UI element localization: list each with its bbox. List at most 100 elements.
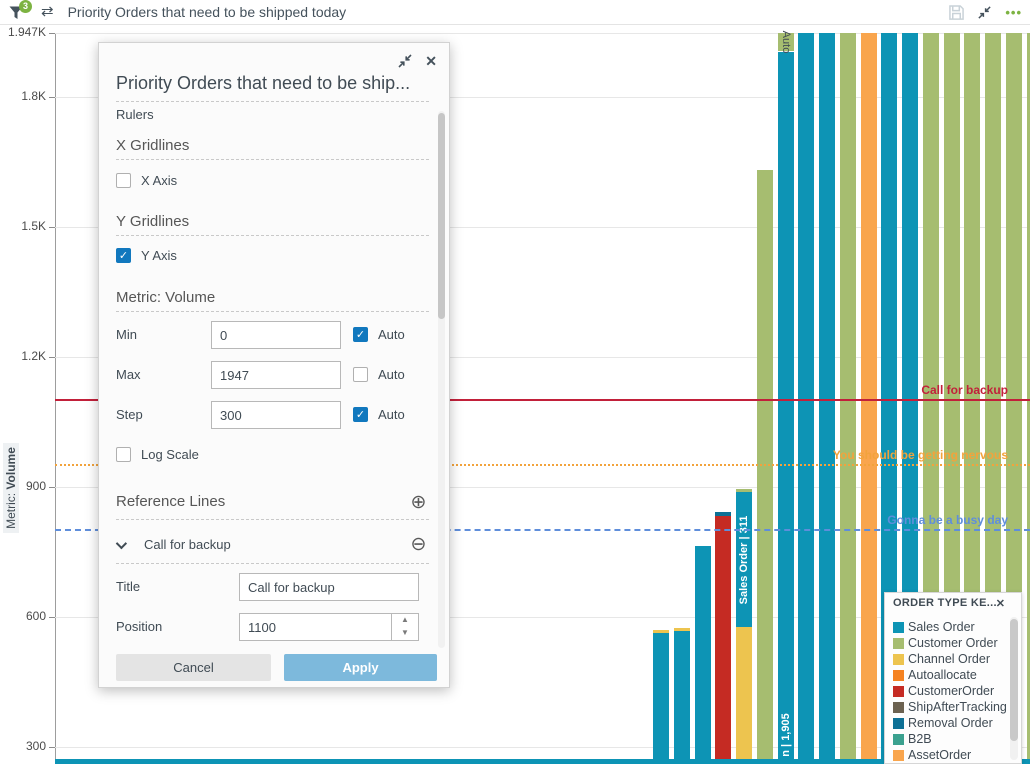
bar-segment[interactable] [964,33,981,764]
more-options-icon[interactable]: ••• [1005,5,1022,20]
bar-segment[interactable] [736,626,752,764]
bar-segment[interactable] [653,630,669,634]
y-axis-tick-label: 1.5K [21,219,46,233]
filter-icon[interactable]: 3 [9,0,32,22]
legend-swatch [893,637,904,649]
dialog-scrollbar[interactable] [438,111,445,648]
bar-segment[interactable] [736,492,752,627]
legend-item[interactable]: Sales Order [893,619,1005,635]
reference-line [55,464,1030,467]
max-input[interactable] [211,361,341,389]
reference-title-input[interactable] [239,573,419,601]
gridline [55,487,1030,488]
y-gridlines-heading: Y Gridlines [116,213,190,230]
reference-line [55,399,1030,402]
reference-line-label: Gonna be a busy day [887,513,1008,528]
bar-segment[interactable] [1026,33,1030,764]
y-axis-title[interactable]: Metric: Volume [3,443,19,533]
log-scale-checkbox[interactable] [116,447,131,462]
legend-item[interactable]: Channel Order [893,651,1005,667]
spinner-down-icon[interactable]: ▼ [392,627,418,640]
reference-line-name: Call for backup [144,537,231,552]
max-label: Max [116,367,141,382]
bar-segment[interactable] [694,545,711,764]
bar-segment[interactable] [777,51,794,764]
x-axis-checkbox[interactable] [116,173,131,188]
min-label: Min [116,327,137,342]
gridline [55,747,1030,748]
min-input[interactable] [211,321,341,349]
cancel-button[interactable]: Cancel [116,654,271,681]
legend-scrollbar[interactable] [1010,617,1018,760]
remove-reference-line-icon[interactable]: ⊖ [410,534,427,555]
apply-button[interactable]: Apply [284,654,437,681]
bar-segment[interactable] [1005,33,1022,764]
legend-scrollbar-thumb[interactable] [1010,619,1018,741]
legend-item-label: ShipAfterTracking [908,700,1007,714]
dialog-scrollbar-thumb[interactable] [438,113,445,319]
bar-segment[interactable] [985,33,1001,764]
bar-segment[interactable] [715,512,732,517]
bar-segment[interactable] [922,33,939,764]
divider [116,311,429,312]
reference-line-label: Call for backup [921,383,1008,398]
legend-item[interactable]: ShipAfterTracking [893,699,1007,715]
bar-segment[interactable] [673,627,690,631]
bar-segment[interactable] [902,33,918,764]
topbar: 3 ⇄ Priority Orders that need to be ship… [0,0,1030,25]
legend-item-label: Sales Order [908,620,975,634]
reference-position-input[interactable] [239,613,419,641]
filter-count-badge: 3 [19,0,32,13]
legend-close-icon[interactable]: ✕ [995,598,1005,610]
swap-icon[interactable]: ⇄ [41,3,54,20]
bar-segment[interactable] [881,33,898,764]
legend-swatch [893,733,904,745]
legend-item[interactable]: Autoallocate [893,667,1005,683]
divider [116,519,429,520]
y-axis-checkbox[interactable]: ✓ [116,248,131,263]
properties-dialog: ✕ Priority Orders that need to be ship..… [98,42,450,688]
collapse-icon[interactable] [977,5,992,20]
reference-line-label: You should be getting nervous [832,448,1008,463]
legend-item-label: Customer Order [908,636,998,650]
min-auto-checkbox[interactable]: ✓ [353,327,368,342]
legend-item[interactable]: B2B [893,731,1005,747]
spinner-up-icon[interactable]: ▲ [392,614,418,627]
reference-line-accordion[interactable]: Call for backup [115,537,231,552]
title-label: Title [116,579,141,594]
bar-segment[interactable] [943,33,960,764]
legend-item[interactable]: AssetOrder [893,747,1005,763]
add-reference-line-icon[interactable]: ⊕ [410,492,427,513]
horizontal-scrollbar[interactable] [55,759,1030,764]
legend-item[interactable]: Customer Order [893,635,1005,651]
bar-segment[interactable] [673,630,690,764]
bar-segment[interactable] [819,33,835,764]
divider [116,159,429,160]
y-axis-tick-label: 900 [25,479,46,493]
dialog-close-icon[interactable]: ✕ [425,53,437,69]
y-axis-tick [49,617,55,618]
topbar-actions: ••• [949,0,1022,25]
step-auto-checkbox[interactable]: ✓ [353,407,368,422]
y-axis-tick-label: 300 [25,739,46,753]
bar-segment[interactable] [715,516,732,764]
bar-segment[interactable] [653,633,669,764]
gridline [55,97,1030,98]
page-title: Priority Orders that need to be shipped … [67,4,347,20]
max-auto-checkbox[interactable] [353,367,368,382]
dialog-title: Priority Orders that need to be ship... [116,73,411,93]
save-icon[interactable] [949,5,965,20]
step-input[interactable] [211,401,341,429]
dialog-collapse-icon[interactable] [397,53,413,69]
bar-segment[interactable] [736,489,752,493]
legend-items: Sales Order Customer Order Channel Order Au… [893,619,1007,763]
bar-segment[interactable] [860,33,877,764]
legend-swatch [893,749,904,761]
bar-segment[interactable] [839,33,856,764]
bar-segment[interactable] [798,33,815,764]
legend-item[interactable]: CustomerOrder [893,683,1005,699]
legend-item-label: Channel Order [908,652,990,666]
bar-segment[interactable] [756,169,773,764]
legend-item[interactable]: Removal Order [893,715,1005,731]
bar-segment[interactable] [777,33,794,52]
